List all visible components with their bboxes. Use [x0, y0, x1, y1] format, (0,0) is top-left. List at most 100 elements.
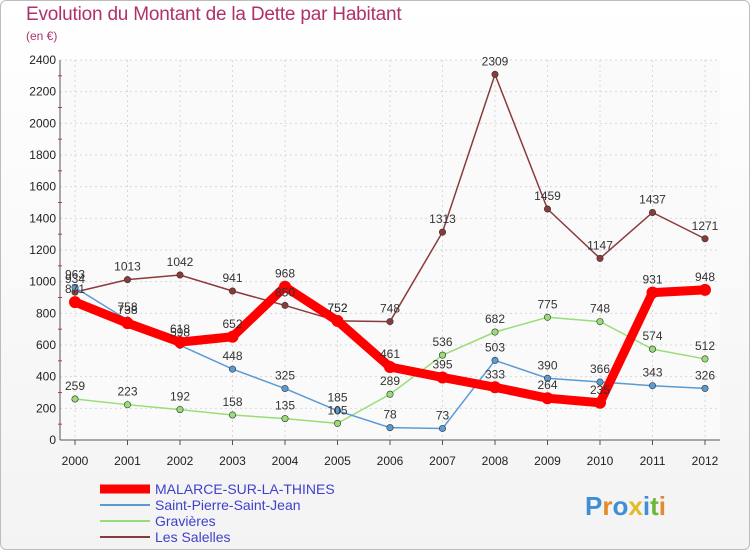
x-tick-label: 2001 [114, 454, 141, 468]
data-label: 1271 [692, 219, 719, 233]
data-label: 775 [537, 297, 557, 311]
data-label: 448 [222, 349, 242, 363]
data-label: 326 [695, 368, 715, 382]
x-tick-label: 2004 [272, 454, 299, 468]
data-label: 968 [275, 267, 295, 281]
data-point [543, 313, 551, 321]
data-label: 78 [383, 408, 397, 422]
data-point [701, 355, 709, 363]
legend-label: MALARCE-SUR-LA-THINES [155, 481, 335, 497]
data-point [491, 356, 499, 364]
data-label: 235 [590, 383, 610, 397]
data-point [596, 318, 604, 326]
data-label: 73 [436, 408, 450, 422]
data-point [438, 424, 446, 432]
data-label: 259 [65, 379, 85, 393]
data-point [71, 284, 79, 292]
data-point [438, 228, 446, 236]
data-label: 652 [222, 317, 242, 331]
data-label: 1459 [534, 189, 561, 203]
data-label: 390 [537, 358, 557, 372]
x-tick-label: 2007 [429, 454, 456, 468]
data-label: 333 [485, 367, 505, 381]
chart-title: Evolution du Montant de la Dette par Hab… [26, 4, 402, 25]
data-point [594, 396, 606, 409]
data-point [386, 424, 394, 432]
data-point [121, 317, 134, 330]
y-tick-label: 2200 [29, 85, 56, 99]
y-tick-label: 200 [36, 401, 56, 415]
data-label: 748 [590, 302, 610, 316]
data-point [124, 276, 132, 284]
data-label: 503 [485, 340, 505, 354]
data-point [436, 371, 449, 384]
data-label: 752 [327, 301, 347, 315]
data-label: 395 [432, 357, 452, 371]
data-point [174, 336, 186, 349]
x-tick-label: 2000 [62, 454, 89, 468]
data-point [69, 296, 81, 309]
data-label: 1042 [167, 255, 194, 269]
data-label: 325 [275, 369, 295, 383]
data-point [543, 205, 551, 213]
unit-label: (en €) [26, 29, 58, 43]
x-tick-label: 2005 [324, 454, 351, 468]
data-label: 366 [590, 362, 610, 376]
data-point [331, 314, 344, 327]
y-tick-label: 0 [49, 433, 56, 447]
x-tick-label: 2002 [167, 454, 194, 468]
data-point [699, 283, 711, 296]
y-tick-label: 1400 [29, 211, 56, 225]
data-label: 871 [65, 282, 85, 296]
data-point [541, 392, 554, 405]
data-label: 1013 [114, 260, 141, 274]
data-label: 758 [117, 300, 137, 314]
y-tick-label: 2400 [29, 53, 56, 67]
data-label: 158 [222, 395, 242, 409]
data-label: 752 [327, 301, 347, 315]
data-label: 105 [327, 403, 347, 417]
x-tick-label: 2009 [534, 454, 561, 468]
x-tick-label: 2012 [692, 454, 719, 468]
data-point [543, 374, 551, 382]
data-point [281, 415, 289, 423]
data-label: 574 [642, 329, 662, 343]
data-point [176, 271, 184, 279]
data-point [489, 381, 501, 394]
legend-label: Gravières [155, 513, 216, 529]
data-label: 2309 [482, 54, 509, 68]
y-tick-label: 1000 [29, 275, 56, 289]
y-tick-label: 600 [36, 338, 56, 352]
legend-label: Les Salelles [155, 529, 231, 545]
data-point [596, 254, 604, 262]
legend-label: Saint-Pierre-Saint-Jean [155, 497, 301, 513]
data-point [438, 351, 446, 359]
data-point [648, 382, 656, 390]
data-point [229, 287, 237, 295]
data-point [491, 70, 499, 78]
y-tick-label: 400 [36, 370, 56, 384]
y-tick-label: 800 [36, 306, 56, 320]
data-point [124, 401, 132, 409]
data-label: 948 [695, 270, 715, 284]
data-label: 135 [275, 399, 295, 413]
data-point [386, 318, 394, 326]
data-label: 934 [65, 272, 85, 286]
data-point [229, 365, 237, 373]
data-point [646, 286, 659, 299]
x-tick-label: 2008 [482, 454, 509, 468]
x-tick-label: 2011 [640, 454, 666, 468]
data-label: 748 [380, 302, 400, 316]
data-point [229, 411, 237, 419]
data-point [386, 390, 394, 398]
data-label: 289 [380, 374, 400, 388]
data-label: 598 [170, 325, 190, 339]
data-point [71, 395, 79, 403]
data-label: 931 [642, 273, 662, 287]
data-label: 618 [170, 322, 190, 336]
data-point [176, 406, 184, 414]
data-label: 682 [485, 312, 505, 326]
data-label: 850 [275, 285, 295, 299]
data-label: 223 [117, 385, 137, 399]
data-point [281, 301, 289, 309]
